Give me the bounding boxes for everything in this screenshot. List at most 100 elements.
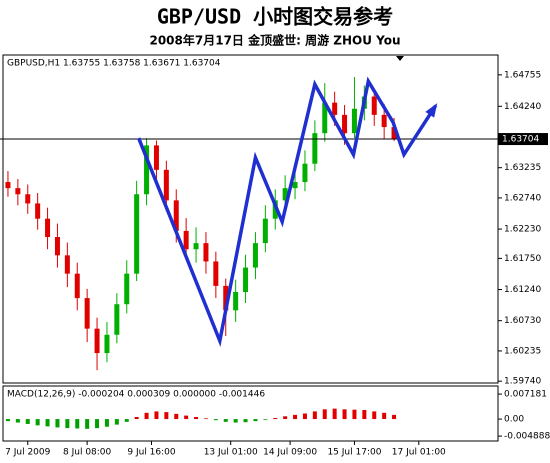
macd-panel [2,385,499,442]
macd-bar [144,412,149,420]
candle-body [213,261,219,286]
candle-body [322,102,328,134]
panel-label: GBPUSD,H1 1.63755 1.63758 1.63671 1.6370… [7,59,221,69]
chart-subtitle: 2008年7月17日 金顶盛世: 周游 ZHOU You [149,33,400,48]
candle-body [312,133,318,164]
macd-bar [243,419,248,423]
y-tick-label: 1.64240 [504,102,541,112]
macd-bar [382,412,387,420]
candle-body [54,237,60,256]
candle-body [332,102,338,115]
zigzag-arrowhead [425,103,438,118]
y-tick-label: 1.62740 [504,193,541,203]
candle-body [144,145,150,195]
macd-bar [283,416,288,420]
y-tick-label: 1.64755 [504,70,541,80]
macd-bar [362,410,367,420]
candle-body [5,182,11,189]
candle-body [173,200,179,231]
macd-bar [154,411,159,420]
candle-body [134,194,140,274]
bar-marker [396,56,404,61]
macd-bar [5,419,10,422]
y-tick-label: 1.62230 [504,225,541,235]
candle-body [233,291,239,311]
candle-body [223,285,229,311]
x-tick-label: 9 Jul 16:00 [127,448,176,458]
y-tick-label: -0.004888 [504,432,550,442]
macd-bar [372,411,377,420]
macd-bar [223,419,228,422]
macd-bar [15,419,20,423]
y-tick-label: 1.60235 [504,346,541,356]
candle-body [282,188,288,201]
macd-bar [302,413,307,420]
candle-body [15,188,21,195]
macd-bar [332,408,337,420]
y-tick-label: 1.61750 [504,254,541,264]
candle-body [183,230,189,250]
y-tick-label: 1.61240 [504,285,541,295]
macd-bar [35,419,40,426]
candle-body [45,218,51,238]
macd-bar [174,413,179,420]
y-tick-label: 1.59740 [504,377,541,387]
macd-bar [213,419,218,421]
macd-bar [392,414,397,420]
macd-bar [114,419,119,425]
candle-body [351,108,357,134]
candle-body [74,273,80,299]
candle-body [381,114,387,128]
macd-label: MACD(12,26,9) -0.000204 0.000309 0.00000… [7,390,265,400]
x-tick-label: 7 Jul 2009 [5,448,50,458]
candle-body [104,334,110,354]
macd-bar [233,419,238,423]
macd-bar [85,419,90,429]
macd-bar [95,419,100,429]
macd-bar [253,419,258,422]
y-tick-label: 1.63235 [504,163,541,173]
macd-bar [45,419,50,427]
candle-body [342,114,348,134]
macd-bar [65,419,70,429]
macd-bar [203,418,208,420]
macd-bar [164,412,169,420]
chart-title: GBP/USD 小时图交易参考 [157,5,393,29]
macd-bar [104,419,109,427]
candle-body [243,267,249,292]
candle-body [252,243,258,268]
candle-body [193,243,199,250]
macd-bar [184,415,189,420]
candle-body [292,182,298,189]
x-tick-label: 8 Jul 08:00 [63,448,112,458]
macd-bar [352,409,357,420]
candle-body [35,203,41,219]
macd-bar [312,411,317,420]
macd-bar [263,419,268,420]
macd-bar [124,419,129,422]
candle-body [302,163,308,183]
candle-body [203,243,209,262]
y-tick-label: 1.60730 [504,316,541,326]
macd-bar [273,418,278,420]
zigzag-line [137,76,438,348]
candle-body [262,218,268,244]
candle-body [94,328,100,354]
candle-body [84,298,90,329]
macd-bar [322,409,327,420]
macd-bar [342,409,347,420]
candle-body [64,255,70,274]
candle-body [25,194,31,204]
macd-bar [55,419,60,428]
macd-bar [194,416,199,420]
candle-body [153,145,159,170]
x-tick-label: 17 Jul 01:00 [392,448,446,458]
current-price-box [498,133,548,146]
candle-body [391,127,397,140]
candle-body [163,169,169,201]
macd-bar [293,414,298,420]
candle-body [114,304,120,335]
macd-bar [134,416,139,420]
